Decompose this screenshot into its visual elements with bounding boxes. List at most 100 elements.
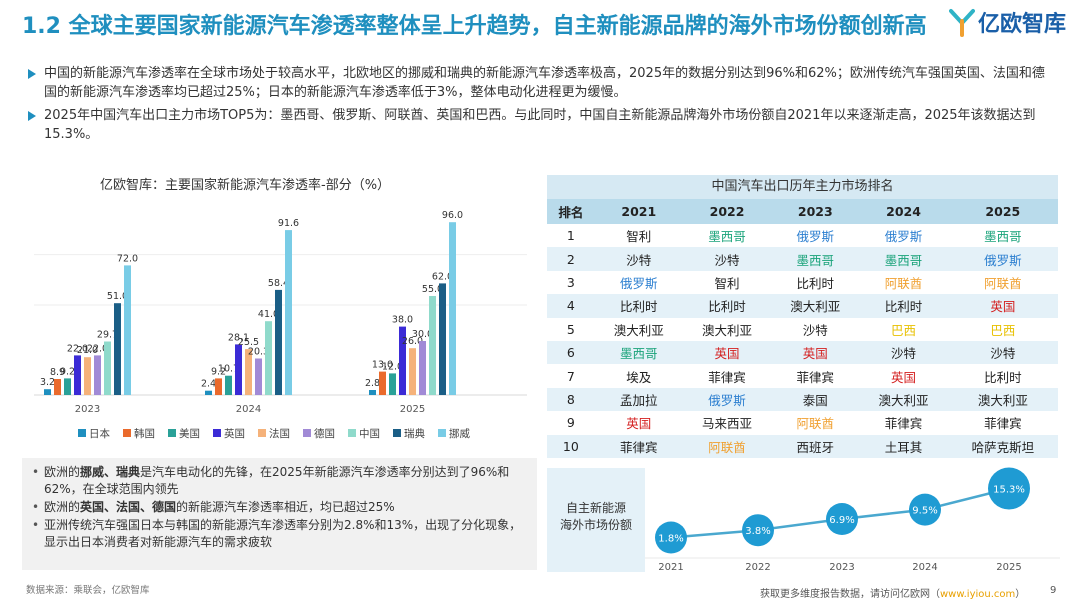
table-row: 6 墨西哥 英国 英国 沙特 沙特	[547, 340, 1058, 365]
share-label-line-2: 海外市场份额	[559, 518, 632, 532]
share-point	[655, 521, 687, 554]
bar	[205, 390, 212, 395]
overseas-share-chart: 1.8% 2021 3.8% 2022 6.9% 2023 9.5% 2024 15.3% 202…	[645, 467, 1060, 573]
bar-value-label: 55.0	[422, 284, 443, 295]
note-highlight: 挪威、瑞典	[80, 465, 141, 479]
table-cell: 土耳其	[859, 434, 948, 458]
table-cell: 西班牙	[771, 434, 860, 458]
share-point	[909, 493, 941, 526]
table-row: 10 菲律宾 阿联酋 西班牙 土耳其 哈萨克斯坦	[547, 434, 1058, 458]
table-cell: 菲律宾	[859, 411, 948, 435]
table-cell: 比利时	[594, 294, 683, 318]
table-cell: 澳大利亚	[771, 294, 860, 318]
bar-value-label: 38.0	[392, 315, 413, 326]
table-cell: 俄罗斯	[859, 224, 948, 248]
footer-link[interactable]: www.iyiou.com	[940, 589, 1016, 600]
rank-table-header-cell: 2024	[859, 199, 948, 224]
bar-value-label: 62.0	[432, 271, 453, 282]
table-cell: 英国	[771, 340, 860, 365]
table-cell: 沙特	[859, 340, 948, 365]
note-item: 欧洲的英国、法国、德国的新能源汽车渗透率相近，均已超过25%	[30, 499, 527, 516]
legend-swatch	[168, 429, 176, 437]
bar	[245, 349, 252, 395]
bar	[419, 341, 426, 395]
rank-table-title: 中国汽车出口历年主力市场排名	[547, 175, 1058, 199]
legend-swatch	[303, 429, 311, 437]
table-cell: 巴西	[947, 317, 1058, 341]
bar-value-label: 91.6	[278, 218, 299, 229]
bar-value-label: 9.2	[211, 366, 226, 377]
legend-swatch	[348, 429, 356, 437]
x-tick-label: 2023	[75, 404, 100, 415]
table-cell: 澳大利亚	[682, 317, 772, 341]
bar	[369, 390, 376, 395]
bar	[439, 283, 446, 395]
table-cell: 墨西哥	[859, 247, 948, 271]
note-text: 是汽车电动化的先锋，在2025年新能源汽车渗透率分别达到了96%和62%，在全球…	[44, 465, 510, 496]
table-cell: 10	[547, 434, 595, 458]
table-cell: 比利时	[947, 364, 1058, 388]
legend-label: 韩国	[134, 427, 155, 440]
penetration-bar-chart: 3.28.99.222.021.022.029.751.072.020232.4…	[34, 210, 527, 440]
rank-table-header-cell: 2022	[682, 199, 772, 224]
table-cell: 英国	[859, 364, 948, 388]
bar	[275, 289, 282, 395]
bar	[84, 357, 91, 395]
note-highlight: 英国、法国、德国	[80, 500, 177, 514]
bar	[104, 341, 111, 395]
bar	[429, 296, 436, 395]
legend-label: 挪威	[449, 427, 470, 440]
bar	[449, 222, 456, 395]
legend-swatch	[213, 429, 221, 437]
share-value-label: 6.9%	[829, 515, 854, 526]
table-row: 1 智利 墨西哥 俄罗斯 俄罗斯 墨西哥	[547, 224, 1058, 248]
logo-text: 亿欧智库	[977, 12, 1066, 37]
table-cell: 墨西哥	[947, 224, 1058, 248]
bar-value-label: 9.2	[60, 366, 75, 377]
legend-swatch	[123, 429, 131, 437]
summary-bullet-2: 2025年中国汽车出口主力市场TOP5为：墨西哥、俄罗斯、阿联酋、英国和巴西。与…	[26, 106, 1056, 144]
legend-label: 法国	[269, 427, 290, 440]
table-cell: 9	[547, 411, 595, 435]
x-tick-label: 2024	[912, 562, 937, 573]
bar	[54, 379, 61, 395]
table-cell: 沙特	[771, 317, 860, 341]
table-cell: 7	[547, 364, 595, 388]
page-number: 9	[1050, 585, 1057, 596]
table-cell: 俄罗斯	[771, 224, 860, 248]
table-cell: 阿联酋	[682, 434, 772, 458]
bar-value-label: 12.0	[382, 361, 403, 372]
x-tick-label: 2024	[236, 404, 261, 415]
bar-value-label: 2.8	[365, 378, 380, 389]
note-text: 的新能源汽车渗透率相近，均已超过25%	[176, 500, 395, 514]
legend-label: 中国	[359, 427, 380, 440]
table-cell: 泰国	[771, 387, 860, 412]
table-cell: 墨西哥	[682, 224, 772, 248]
note-text: 亚洲传统汽车强国日本与韩国的新能源汽车渗透率分别为2.8%和13%，出现了分化现…	[44, 518, 522, 549]
table-cell: 3	[547, 270, 595, 295]
summary-bullets: 中国的新能源汽车渗透率在全球市场处于较高水平，北欧地区的挪威和瑞典的新能源汽车渗…	[26, 64, 1056, 148]
bar-value-label: 51.0	[107, 291, 128, 302]
notes-box: 欧洲的挪威、瑞典是汽车电动化的先锋，在2025年新能源汽车渗透率分别达到了96%…	[22, 458, 537, 570]
summary-bullet-1: 中国的新能源汽车渗透率在全球市场处于较高水平，北欧地区的挪威和瑞典的新能源汽车渗…	[26, 64, 1056, 102]
table-cell: 比利时	[771, 270, 860, 295]
table-cell: 墨西哥	[771, 247, 860, 271]
table-cell: 阿联酋	[771, 411, 860, 435]
bar	[409, 348, 416, 395]
table-cell: 6	[547, 340, 595, 365]
x-tick-label: 2025	[400, 404, 425, 415]
legend-label: 德国	[314, 427, 335, 440]
table-row: 3 俄罗斯 智利 比利时 阿联酋 阿联酋	[547, 270, 1058, 295]
table-cell: 4	[547, 294, 595, 318]
bar	[265, 321, 272, 395]
bar-value-label: 21.0	[77, 345, 98, 356]
table-cell: 菲律宾	[947, 411, 1058, 435]
legend-swatch	[78, 429, 86, 437]
table-cell: 埃及	[594, 364, 683, 388]
bar	[124, 265, 131, 395]
bar-value-label: 29.7	[97, 330, 118, 341]
bar-value-label: 13.0	[372, 360, 393, 371]
rank-table-header-cell: 排名	[547, 199, 595, 224]
table-cell: 5	[547, 317, 595, 341]
